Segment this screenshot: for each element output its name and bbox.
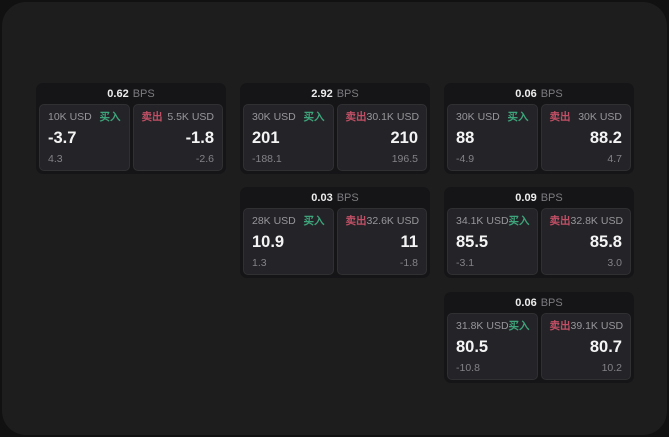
sell-price: 85.8 bbox=[589, 232, 622, 251]
spread-header: 0.62 BPS bbox=[39, 83, 223, 104]
sell-side-label: 卖出 bbox=[141, 111, 163, 123]
sell-panel[interactable]: 卖出 32.6K USD 11 -1.8 bbox=[336, 208, 427, 275]
buy-price: 201 bbox=[252, 128, 280, 147]
sell-panel[interactable]: 卖出 5.5K USD -1.8 -2.6 bbox=[132, 104, 223, 171]
bps-unit-label: BPS bbox=[336, 88, 359, 100]
buy-sub-value: -10.8 bbox=[456, 362, 480, 374]
buy-panel[interactable]: 30K USD 买入 201 -188.1 bbox=[243, 104, 334, 171]
sell-sub-value: 3.0 bbox=[607, 257, 622, 269]
quote-card: 0.62 BPS 10K USD 买入 -3.7 4.3 卖出 5.5K USD … bbox=[36, 83, 226, 174]
spread-value: 0.09 bbox=[515, 192, 537, 204]
sell-panel[interactable]: 卖出 39.1K USD 80.7 10.2 bbox=[540, 313, 631, 380]
buy-price: 80.5 bbox=[456, 337, 489, 356]
sell-side-label: 卖出 bbox=[345, 111, 367, 123]
buy-sub-value: -4.9 bbox=[456, 153, 475, 165]
quote-card: 0.06 BPS 31.8K USD 买入 80.5 -10.8 卖出 39.1K… bbox=[444, 292, 634, 383]
quote-panels: 31.8K USD 买入 80.5 -10.8 卖出 39.1K USD 80.… bbox=[447, 313, 631, 380]
sell-price: 210 bbox=[390, 128, 418, 147]
sell-size-label: 5.5K USD bbox=[167, 111, 214, 123]
spread-value: 0.06 bbox=[515, 88, 537, 100]
bps-unit-label: BPS bbox=[540, 297, 563, 309]
buy-sub-value: 1.3 bbox=[252, 257, 267, 269]
sell-sub-value: -1.8 bbox=[399, 257, 418, 269]
sell-sub-value: 4.7 bbox=[607, 153, 622, 165]
spread-value: 0.03 bbox=[311, 192, 333, 204]
quote-panels: 28K USD 买入 10.9 1.3 卖出 32.6K USD 11 -1.8 bbox=[243, 208, 427, 275]
spread-value: 2.92 bbox=[311, 88, 333, 100]
sell-size-label: 32.6K USD bbox=[366, 215, 420, 227]
buy-size-label: 30K USD bbox=[456, 111, 500, 123]
buy-side-label: 买入 bbox=[303, 111, 325, 123]
quote-panels: 30K USD 买入 88 -4.9 卖出 30K USD 88.2 4.7 bbox=[447, 104, 631, 171]
sell-size-label: 39.1K USD bbox=[570, 320, 624, 332]
buy-price: -3.7 bbox=[48, 128, 77, 147]
bps-unit-label: BPS bbox=[540, 192, 563, 204]
sell-price: 80.7 bbox=[589, 337, 622, 356]
buy-panel[interactable]: 34.1K USD 买入 85.5 -3.1 bbox=[447, 208, 538, 275]
buy-panel[interactable]: 10K USD 买入 -3.7 4.3 bbox=[39, 104, 130, 171]
sell-side-label: 卖出 bbox=[549, 111, 571, 123]
sell-size-label: 30.1K USD bbox=[366, 111, 420, 123]
sell-price: 88.2 bbox=[589, 128, 622, 147]
buy-panel[interactable]: 31.8K USD 买入 80.5 -10.8 bbox=[447, 313, 538, 380]
sell-size-label: 30K USD bbox=[578, 111, 622, 123]
buy-side-label: 买入 bbox=[303, 215, 325, 227]
buy-side-label: 买入 bbox=[99, 111, 121, 123]
sell-sub-value: 10.2 bbox=[601, 362, 622, 374]
quote-card: 0.09 BPS 34.1K USD 买入 85.5 -3.1 卖出 32.8K … bbox=[444, 187, 634, 278]
spread-header: 0.06 BPS bbox=[447, 292, 631, 313]
buy-side-label: 买入 bbox=[508, 320, 530, 332]
buy-side-label: 买入 bbox=[507, 111, 529, 123]
spread-value: 0.06 bbox=[515, 297, 537, 309]
sell-price: 11 bbox=[400, 232, 418, 251]
spread-header: 0.03 BPS bbox=[243, 187, 427, 208]
quote-panels: 34.1K USD 买入 85.5 -3.1 卖出 32.8K USD 85.8… bbox=[447, 208, 631, 275]
buy-price: 85.5 bbox=[456, 232, 489, 251]
sell-panel[interactable]: 卖出 30K USD 88.2 4.7 bbox=[540, 104, 631, 171]
spread-header: 2.92 BPS bbox=[243, 83, 427, 104]
buy-size-label: 28K USD bbox=[252, 215, 296, 227]
buy-price: 10.9 bbox=[252, 232, 285, 251]
quote-card: 0.06 BPS 30K USD 买入 88 -4.9 卖出 30K USD 88… bbox=[444, 83, 634, 174]
buy-sub-value: -3.1 bbox=[456, 257, 475, 269]
sell-size-label: 32.8K USD bbox=[570, 215, 624, 227]
sell-side-label: 卖出 bbox=[549, 215, 571, 227]
sell-price: -1.8 bbox=[185, 128, 214, 147]
buy-size-label: 31.8K USD bbox=[456, 320, 509, 332]
sell-side-label: 卖出 bbox=[549, 320, 571, 332]
sell-panel[interactable]: 卖出 30.1K USD 210 196.5 bbox=[336, 104, 427, 171]
quote-panels: 10K USD 买入 -3.7 4.3 卖出 5.5K USD -1.8 -2.… bbox=[39, 104, 223, 171]
sell-sub-value: -2.6 bbox=[195, 153, 214, 165]
quote-card: 2.92 BPS 30K USD 买入 201 -188.1 卖出 30.1K U… bbox=[240, 83, 430, 174]
sell-sub-value: 196.5 bbox=[391, 153, 418, 165]
buy-sub-value: 4.3 bbox=[48, 153, 63, 165]
buy-panel[interactable]: 28K USD 买入 10.9 1.3 bbox=[243, 208, 334, 275]
buy-sub-value: -188.1 bbox=[252, 153, 282, 165]
buy-size-label: 30K USD bbox=[252, 111, 296, 123]
buy-panel[interactable]: 30K USD 买入 88 -4.9 bbox=[447, 104, 538, 171]
spread-header: 0.09 BPS bbox=[447, 187, 631, 208]
quote-card: 0.03 BPS 28K USD 买入 10.9 1.3 卖出 32.6K USD… bbox=[240, 187, 430, 278]
bps-unit-label: BPS bbox=[540, 88, 563, 100]
sell-panel[interactable]: 卖出 32.8K USD 85.8 3.0 bbox=[540, 208, 631, 275]
buy-side-label: 买入 bbox=[508, 215, 530, 227]
buy-price: 88 bbox=[456, 128, 475, 147]
spread-value: 0.62 bbox=[107, 88, 129, 100]
bps-unit-label: BPS bbox=[132, 88, 155, 100]
quote-panels: 30K USD 买入 201 -188.1 卖出 30.1K USD 210 1… bbox=[243, 104, 427, 171]
sell-side-label: 卖出 bbox=[345, 215, 367, 227]
spread-header: 0.06 BPS bbox=[447, 83, 631, 104]
bps-unit-label: BPS bbox=[336, 192, 359, 204]
buy-size-label: 34.1K USD bbox=[456, 215, 509, 227]
buy-size-label: 10K USD bbox=[48, 111, 92, 123]
